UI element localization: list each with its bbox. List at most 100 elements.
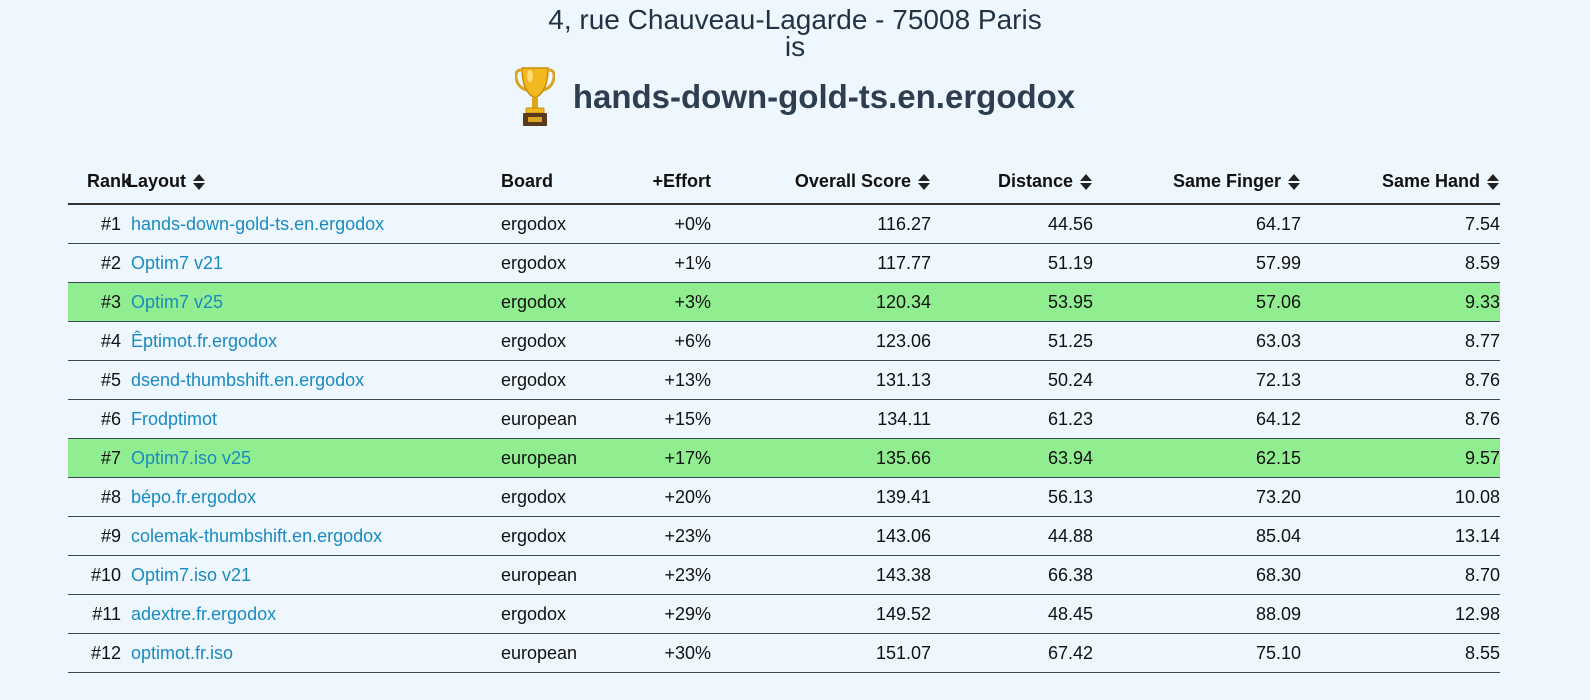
rank-label: #2 [100, 252, 121, 273]
rank-cell: #12 [68, 633, 131, 673]
score-cell: 151.07 [711, 633, 931, 673]
board-cell: ergodox [501, 594, 611, 634]
header-distance[interactable]: Distance [931, 160, 1093, 205]
rank-cell: #11 [68, 594, 131, 634]
distance-cell: 56.13 [931, 477, 1093, 517]
header-effort: +Effort [611, 160, 712, 205]
board-cell: ergodox [501, 243, 611, 283]
effort-cell: +3% [611, 282, 711, 322]
layout-link[interactable]: hands-down-gold-ts.en.ergodox [131, 213, 385, 234]
same-finger-cell: 72.13 [1093, 360, 1301, 400]
board-cell: european [501, 399, 611, 439]
header-effort-label: +Effort [652, 171, 712, 191]
effort-cell: +0% [611, 204, 711, 244]
score-cell: 134.11 [711, 399, 931, 439]
same-finger-cell: 88.09 [1093, 594, 1301, 634]
effort-cell: +13% [611, 360, 711, 400]
header-same-hand-label: Same Hand [1381, 171, 1480, 191]
layout-cell: Frodptimot [131, 399, 501, 439]
same-hand-cell: 9.57 [1301, 438, 1500, 478]
layout-cell: adextre.fr.ergodox [131, 594, 501, 634]
distance-cell: 61.23 [931, 399, 1093, 439]
distance-cell: 51.25 [931, 321, 1093, 361]
distance-cell: 67.42 [931, 633, 1093, 673]
same-hand-cell: 9.33 [1301, 282, 1500, 322]
same-finger-cell: 75.10 [1093, 633, 1301, 673]
sort-icon[interactable] [1486, 173, 1500, 191]
header-score[interactable]: Overall Score [711, 160, 931, 205]
score-cell: 139.41 [711, 477, 931, 517]
rank-label: #5 [100, 369, 121, 390]
score-cell: 116.27 [711, 204, 931, 244]
ranking-table: Rank Layout Board +Effort Overall Score … [68, 160, 1500, 673]
is-label: is [784, 31, 806, 62]
table-row: #7 Optim7.iso v25 european +17% 135.66 63.94 6… [68, 438, 1500, 478]
layout-link[interactable]: bépo.fr.ergodox [131, 486, 257, 507]
layout-link[interactable]: Optim7.iso v25 [131, 447, 252, 468]
effort-cell: +20% [611, 477, 711, 517]
rank-cell: #8 [68, 477, 131, 517]
ranking-rows: #1 hands-down-gold-ts.en.ergodox ergodox +0… [68, 204, 1500, 673]
score-cell: 131.13 [711, 360, 931, 400]
rank-label: #6 [100, 408, 121, 429]
score-cell: 123.06 [711, 321, 931, 361]
rank-cell: #4 [68, 321, 131, 361]
rank-cell: #1 [68, 204, 131, 244]
layout-link[interactable]: dsend-thumbshift.en.ergodox [131, 369, 365, 390]
rank-label: #8 [100, 486, 121, 507]
layout-cell: hands-down-gold-ts.en.ergodox [131, 204, 501, 244]
layout-cell: optimot.fr.iso [131, 633, 501, 673]
same-hand-cell: 12.98 [1301, 594, 1500, 634]
table-row: #8 bépo.fr.ergodox ergodox +20% 139.41 56.13 7… [68, 477, 1500, 517]
board-cell: ergodox [501, 360, 611, 400]
same-hand-cell: 8.77 [1301, 321, 1500, 361]
effort-cell: +29% [611, 594, 711, 634]
distance-cell: 44.88 [931, 516, 1093, 556]
header-same-finger-label: Same Finger [1172, 171, 1281, 191]
rank-cell: #7 [68, 438, 131, 478]
score-cell: 117.77 [711, 243, 931, 283]
distance-cell: 63.94 [931, 438, 1093, 478]
layout-link[interactable]: Optim7.iso v21 [131, 564, 252, 585]
table-row: #6 Frodptimot european +15% 134.11 61.23 64.12… [68, 399, 1500, 439]
layout-link[interactable]: optimot.fr.iso [131, 642, 234, 663]
rank-cell: #10 [68, 555, 131, 595]
same-finger-cell: 57.99 [1093, 243, 1301, 283]
distance-cell: 44.56 [931, 204, 1093, 244]
table-row: #10 Optim7.iso v21 european +23% 143.38 66.38… [68, 555, 1500, 595]
layout-link[interactable]: Êptimot.fr.ergodox [131, 330, 278, 351]
table-row: #5 dsend-thumbshift.en.ergodox ergodox +13%… [68, 360, 1500, 400]
layout-link[interactable]: Optim7 v25 [131, 291, 224, 312]
sort-icon[interactable] [917, 173, 931, 191]
rank-cell: #3 [68, 282, 131, 322]
same-finger-cell: 57.06 [1093, 282, 1301, 322]
layout-link[interactable]: Optim7 v21 [131, 252, 224, 273]
same-finger-cell: 85.04 [1093, 516, 1301, 556]
table-row: #1 hands-down-gold-ts.en.ergodox ergodox +0… [68, 204, 1500, 244]
header-layout[interactable]: Layout [127, 160, 501, 205]
table-row: #12 optimot.fr.iso european +30% 151.07 67.42… [68, 633, 1500, 673]
rank-label: #7 [100, 447, 121, 468]
layout-cell: Optim7 v21 [131, 243, 501, 283]
sort-icon[interactable] [1079, 173, 1093, 191]
winner-banner: hands-down-gold-ts.en.ergodox [0, 66, 1590, 128]
table-row: #3 Optim7 v25 ergodox +3% 120.34 53.95 57.06 9.… [68, 282, 1500, 322]
same-hand-cell: 7.54 [1301, 204, 1500, 244]
rank-cell: #9 [68, 516, 131, 556]
effort-cell: +6% [611, 321, 711, 361]
layout-link[interactable]: colemak-thumbshift.en.ergodox [131, 525, 383, 546]
header-same-hand[interactable]: Same Hand [1301, 160, 1500, 205]
rank-label: #9 [100, 525, 121, 546]
board-cell: ergodox [501, 204, 611, 244]
distance-cell: 51.19 [931, 243, 1093, 283]
table-row: #11 adextre.fr.ergodox ergodox +29% 149.52 48… [68, 594, 1500, 634]
same-hand-cell: 10.08 [1301, 477, 1500, 517]
layout-link[interactable]: adextre.fr.ergodox [131, 603, 277, 624]
header-same-finger[interactable]: Same Finger [1093, 160, 1301, 205]
header-rank-label: Rank [86, 171, 131, 191]
effort-cell: +17% [611, 438, 711, 478]
layout-link[interactable]: Frodptimot [131, 408, 218, 429]
sort-icon[interactable] [192, 173, 206, 191]
sort-icon[interactable] [1287, 173, 1301, 191]
same-hand-cell: 8.76 [1301, 399, 1500, 439]
